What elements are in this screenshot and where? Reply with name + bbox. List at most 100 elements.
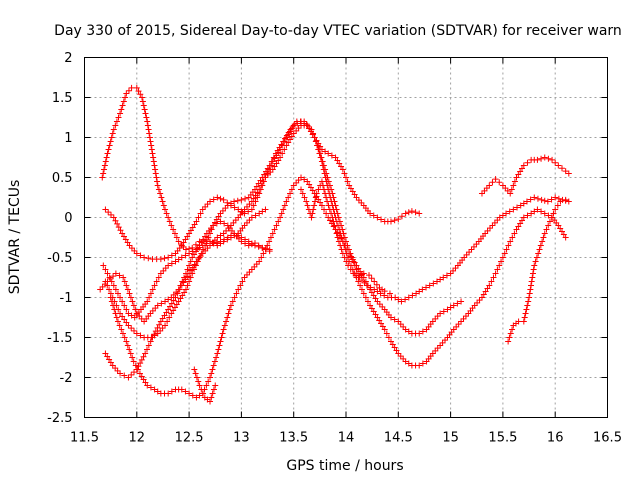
data-point xyxy=(262,206,269,213)
data-point xyxy=(101,166,108,173)
data-point xyxy=(321,170,328,177)
data-point xyxy=(281,202,288,209)
data-point xyxy=(151,331,158,338)
data-point xyxy=(301,194,308,201)
data-point xyxy=(189,244,196,251)
data-point xyxy=(562,234,569,241)
data-point xyxy=(341,170,348,177)
data-point xyxy=(527,286,534,293)
data-point xyxy=(144,122,151,129)
data-point xyxy=(168,260,175,267)
data-point xyxy=(193,246,200,253)
data-point xyxy=(271,226,278,233)
data-point xyxy=(106,286,113,293)
data-point xyxy=(128,371,135,378)
data-point xyxy=(546,218,553,225)
data-point xyxy=(339,250,346,257)
data-point xyxy=(503,246,510,253)
data-point xyxy=(562,168,569,175)
data-point xyxy=(158,194,165,201)
data-point xyxy=(166,314,173,321)
data-point xyxy=(193,394,200,401)
data-point xyxy=(166,218,173,225)
data-point xyxy=(510,182,517,189)
data-point xyxy=(114,318,121,325)
data-point xyxy=(313,190,320,197)
data-point xyxy=(328,152,335,159)
data-point xyxy=(262,174,269,181)
data-point xyxy=(196,254,203,261)
data-point xyxy=(392,294,399,301)
data-point xyxy=(332,226,339,233)
data-point xyxy=(137,252,144,259)
data-point xyxy=(279,142,286,149)
data-point xyxy=(161,255,168,262)
data-point xyxy=(157,256,164,263)
data-point xyxy=(266,238,273,245)
data-point xyxy=(426,282,433,289)
x-tick-label: 16.5 xyxy=(593,431,622,446)
data-point xyxy=(117,370,124,377)
data-point xyxy=(333,230,340,237)
data-point xyxy=(343,174,349,181)
data-point xyxy=(238,196,245,203)
data-point xyxy=(541,154,548,161)
data-point xyxy=(165,262,172,269)
data-point xyxy=(278,210,285,217)
data-point xyxy=(320,166,327,173)
data-point xyxy=(182,286,189,293)
data-point xyxy=(242,195,249,202)
data-point xyxy=(141,254,148,261)
data-point xyxy=(147,138,154,145)
data-point xyxy=(197,210,204,217)
y-tick-label: 0 xyxy=(64,211,72,226)
data-point xyxy=(107,211,114,218)
data-point xyxy=(115,224,122,231)
data-point xyxy=(496,179,503,186)
data-point xyxy=(531,262,538,269)
data-point xyxy=(545,222,552,229)
data-point xyxy=(127,294,134,301)
data-point xyxy=(251,242,258,249)
data-point xyxy=(264,242,271,249)
series-arc-1 xyxy=(99,84,273,255)
x-tick-label: 14 xyxy=(338,431,355,446)
data-point xyxy=(102,266,109,273)
data-point xyxy=(153,174,160,181)
data-point xyxy=(121,302,128,309)
data-point xyxy=(132,306,139,313)
data-point xyxy=(130,358,137,365)
data-point xyxy=(129,298,136,305)
data-point xyxy=(186,390,193,397)
data-point xyxy=(252,212,259,219)
x-tick-label: 13.5 xyxy=(279,431,308,446)
data-point xyxy=(266,246,273,253)
data-point xyxy=(154,178,161,185)
data-point xyxy=(112,286,119,293)
data-point xyxy=(154,324,161,331)
data-point xyxy=(224,236,231,243)
data-point xyxy=(339,166,346,173)
data-point xyxy=(186,250,193,257)
data-point xyxy=(154,388,161,395)
data-point xyxy=(126,346,133,353)
data-point xyxy=(318,158,325,165)
data-point xyxy=(114,290,121,297)
data-point xyxy=(562,196,569,203)
data-point xyxy=(154,182,161,189)
data-point xyxy=(319,182,326,189)
data-point xyxy=(522,310,529,317)
data-point xyxy=(137,360,144,367)
data-point xyxy=(290,122,297,129)
data-point xyxy=(235,286,242,293)
y-tick-label: -1.5 xyxy=(47,331,72,346)
data-point xyxy=(301,120,308,127)
data-point xyxy=(110,302,117,309)
data-point xyxy=(314,142,321,149)
data-point xyxy=(256,210,263,217)
data-point xyxy=(209,390,216,397)
data-point xyxy=(189,248,196,255)
data-point xyxy=(210,362,217,369)
data-point xyxy=(162,206,169,213)
data-point xyxy=(172,258,179,265)
